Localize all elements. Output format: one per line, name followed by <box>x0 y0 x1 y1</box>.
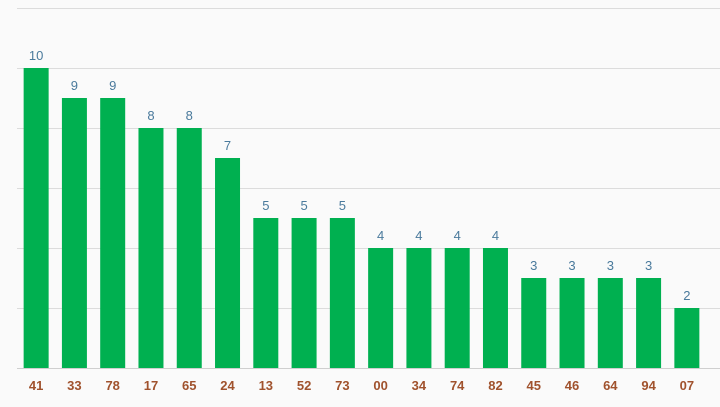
category-label-45: 45 <box>527 378 541 393</box>
bar-07 <box>674 308 700 368</box>
bar-13 <box>253 218 279 368</box>
category-label-78: 78 <box>105 378 119 393</box>
value-label-17: 8 <box>147 108 154 123</box>
category-labels: 41 33 78 17 65 24 13 52 73 00 34 74 82 45 46 64 94 07 <box>29 378 694 393</box>
bar-82 <box>482 248 508 368</box>
value-label-24: 7 <box>224 138 231 153</box>
bar-41 <box>23 68 49 368</box>
value-labels: 10 9 9 8 8 7 5 5 5 4 4 4 4 3 3 3 3 2 <box>29 48 691 303</box>
category-label-46: 46 <box>565 378 579 393</box>
bar-24 <box>215 158 241 368</box>
bar-94 <box>636 278 662 368</box>
category-label-94: 94 <box>641 378 656 393</box>
category-label-74: 74 <box>450 378 465 393</box>
category-label-34: 34 <box>412 378 427 393</box>
category-label-17: 17 <box>144 378 158 393</box>
bars <box>23 68 700 368</box>
category-label-24: 24 <box>220 378 235 393</box>
value-label-52: 5 <box>300 198 307 213</box>
category-label-82: 82 <box>488 378 502 393</box>
value-label-41: 10 <box>29 48 43 63</box>
bar-65 <box>176 128 202 368</box>
bar-52 <box>291 218 317 368</box>
category-label-73: 73 <box>335 378 349 393</box>
value-label-78: 9 <box>109 78 116 93</box>
value-label-00: 4 <box>377 228 384 243</box>
category-label-65: 65 <box>182 378 196 393</box>
bar-17 <box>138 128 164 368</box>
value-label-65: 8 <box>186 108 193 123</box>
bar-74 <box>444 248 470 368</box>
bar-33 <box>61 98 87 368</box>
category-label-52: 52 <box>297 378 311 393</box>
category-label-33: 33 <box>67 378 81 393</box>
bar-45 <box>521 278 547 368</box>
bar-00 <box>368 248 394 368</box>
value-label-94: 3 <box>645 258 652 273</box>
bar-64 <box>597 278 623 368</box>
grid-lines <box>17 8 720 369</box>
bar-46 <box>559 278 585 368</box>
category-label-64: 64 <box>603 378 618 393</box>
value-label-46: 3 <box>568 258 575 273</box>
value-label-73: 5 <box>339 198 346 213</box>
category-label-13: 13 <box>259 378 273 393</box>
value-label-13: 5 <box>262 198 269 213</box>
category-label-00: 00 <box>373 378 387 393</box>
value-label-07: 2 <box>683 288 690 303</box>
value-label-34: 4 <box>415 228 422 243</box>
value-label-64: 3 <box>607 258 614 273</box>
category-label-41: 41 <box>29 378 43 393</box>
value-label-82: 4 <box>492 228 499 243</box>
bar-78 <box>100 98 126 368</box>
category-label-07: 07 <box>680 378 694 393</box>
bar-73 <box>329 218 355 368</box>
bar-34 <box>406 248 432 368</box>
value-label-74: 4 <box>454 228 461 243</box>
value-label-45: 3 <box>530 258 537 273</box>
value-label-33: 9 <box>71 78 78 93</box>
